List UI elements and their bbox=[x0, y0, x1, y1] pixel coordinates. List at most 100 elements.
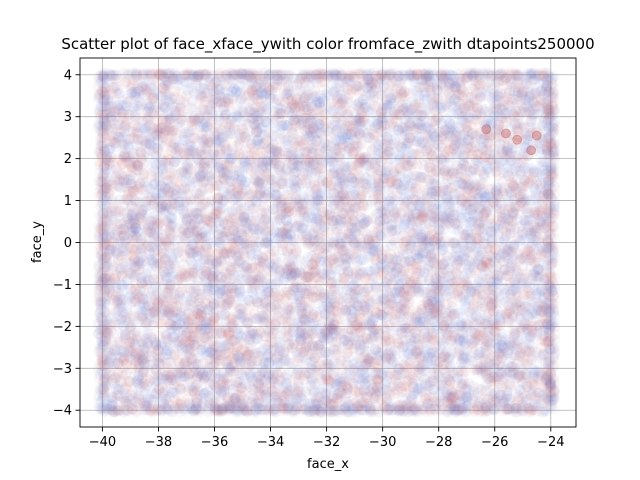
scatter-point bbox=[194, 258, 206, 270]
scatter-point bbox=[161, 309, 173, 321]
scatter-point bbox=[395, 84, 407, 96]
scatter-point bbox=[527, 74, 539, 86]
scatter-point bbox=[544, 376, 556, 388]
scatter-point bbox=[456, 157, 468, 169]
scatter-point bbox=[245, 254, 256, 266]
scatter-point bbox=[407, 286, 418, 298]
scatter-point bbox=[162, 374, 174, 386]
scatter-point bbox=[338, 252, 350, 264]
scatter-point bbox=[296, 301, 308, 313]
scatter-point bbox=[354, 283, 366, 295]
scatter-point bbox=[421, 151, 433, 163]
scatter-point bbox=[531, 355, 542, 367]
scatter-point bbox=[320, 395, 332, 407]
scatter-point bbox=[329, 283, 341, 295]
scatter-point bbox=[314, 339, 326, 351]
scatter-point bbox=[406, 158, 418, 170]
scatter-point bbox=[446, 384, 458, 396]
scatter-point bbox=[245, 263, 257, 274]
scatter-point bbox=[177, 106, 188, 117]
scatter-point bbox=[264, 247, 276, 259]
scatter-point bbox=[364, 89, 376, 101]
scatter-point bbox=[253, 325, 264, 337]
scatter-point bbox=[444, 118, 456, 129]
scatter-point bbox=[101, 368, 113, 379]
scatter-point bbox=[296, 389, 308, 401]
scatter-point bbox=[298, 217, 310, 229]
scatter-point bbox=[254, 368, 266, 380]
scatter-point bbox=[125, 125, 137, 137]
scatter-point bbox=[330, 125, 342, 137]
scatter-point bbox=[169, 85, 181, 97]
scatter-point bbox=[387, 183, 399, 194]
scatter-point bbox=[196, 302, 208, 314]
scatter-point bbox=[541, 259, 553, 271]
scatter-point bbox=[236, 402, 248, 414]
scatter-point bbox=[382, 137, 394, 149]
scatter-point bbox=[309, 195, 321, 206]
scatter-point bbox=[505, 105, 517, 117]
scatter-point bbox=[302, 156, 314, 168]
scatter-point bbox=[308, 212, 320, 224]
scatter-point bbox=[349, 271, 361, 283]
scatter-point bbox=[412, 383, 424, 395]
scatter-point bbox=[356, 106, 368, 118]
scatter-point bbox=[272, 107, 284, 119]
scatter-point bbox=[380, 96, 391, 107]
scatter-point bbox=[142, 273, 154, 285]
scatter-point bbox=[124, 312, 136, 324]
scatter-point bbox=[235, 358, 247, 369]
scatter-point bbox=[197, 102, 209, 114]
scatter-point bbox=[98, 145, 110, 157]
scatter-point bbox=[115, 154, 127, 166]
scatter-point bbox=[142, 111, 154, 123]
scatter-point bbox=[179, 336, 191, 348]
scatter-point bbox=[542, 79, 553, 91]
scatter-point bbox=[323, 322, 334, 334]
scatter-point bbox=[108, 215, 120, 227]
scatter-point bbox=[125, 158, 137, 170]
scatter-point bbox=[454, 255, 466, 267]
scatter-point bbox=[436, 102, 448, 114]
scatter-point bbox=[234, 94, 246, 106]
scatter-point bbox=[142, 106, 154, 117]
scatter-point bbox=[525, 330, 537, 342]
scatter-point bbox=[364, 77, 376, 89]
scatter-point bbox=[240, 84, 252, 96]
scatter-point bbox=[304, 124, 316, 136]
scatter-point bbox=[171, 322, 183, 333]
scatter-point bbox=[442, 315, 454, 326]
scatter-point bbox=[154, 202, 166, 214]
scatter-point bbox=[141, 226, 153, 238]
scatter-point bbox=[503, 99, 515, 111]
scatter-point bbox=[285, 289, 297, 301]
scatter-point bbox=[389, 88, 401, 100]
scatter-point bbox=[102, 94, 114, 106]
scatter-point bbox=[483, 307, 495, 319]
scatter-point bbox=[233, 287, 245, 299]
scatter-point bbox=[198, 123, 210, 134]
scatter-point bbox=[216, 196, 228, 208]
scatter-point bbox=[106, 179, 118, 191]
scatter-point bbox=[225, 217, 237, 229]
scatter-point bbox=[368, 193, 380, 205]
scatter-point bbox=[245, 219, 257, 231]
scatter-point bbox=[176, 341, 187, 353]
scatter-point bbox=[111, 230, 123, 241]
scatter-point bbox=[216, 334, 228, 346]
scatter-point bbox=[244, 200, 256, 212]
scatter-point bbox=[310, 396, 322, 407]
scatter-point bbox=[492, 273, 503, 285]
scatter-point bbox=[135, 257, 147, 269]
scatter-point bbox=[106, 399, 118, 411]
scatter-point bbox=[209, 266, 220, 278]
scatter-point bbox=[378, 321, 390, 333]
scatter-point bbox=[386, 309, 398, 320]
scatter-point bbox=[382, 195, 394, 206]
scatter-point bbox=[349, 145, 361, 157]
scatter-point bbox=[123, 141, 135, 153]
scatter-point bbox=[328, 211, 340, 223]
scatter-point bbox=[530, 365, 541, 377]
scatter-point bbox=[251, 329, 263, 340]
